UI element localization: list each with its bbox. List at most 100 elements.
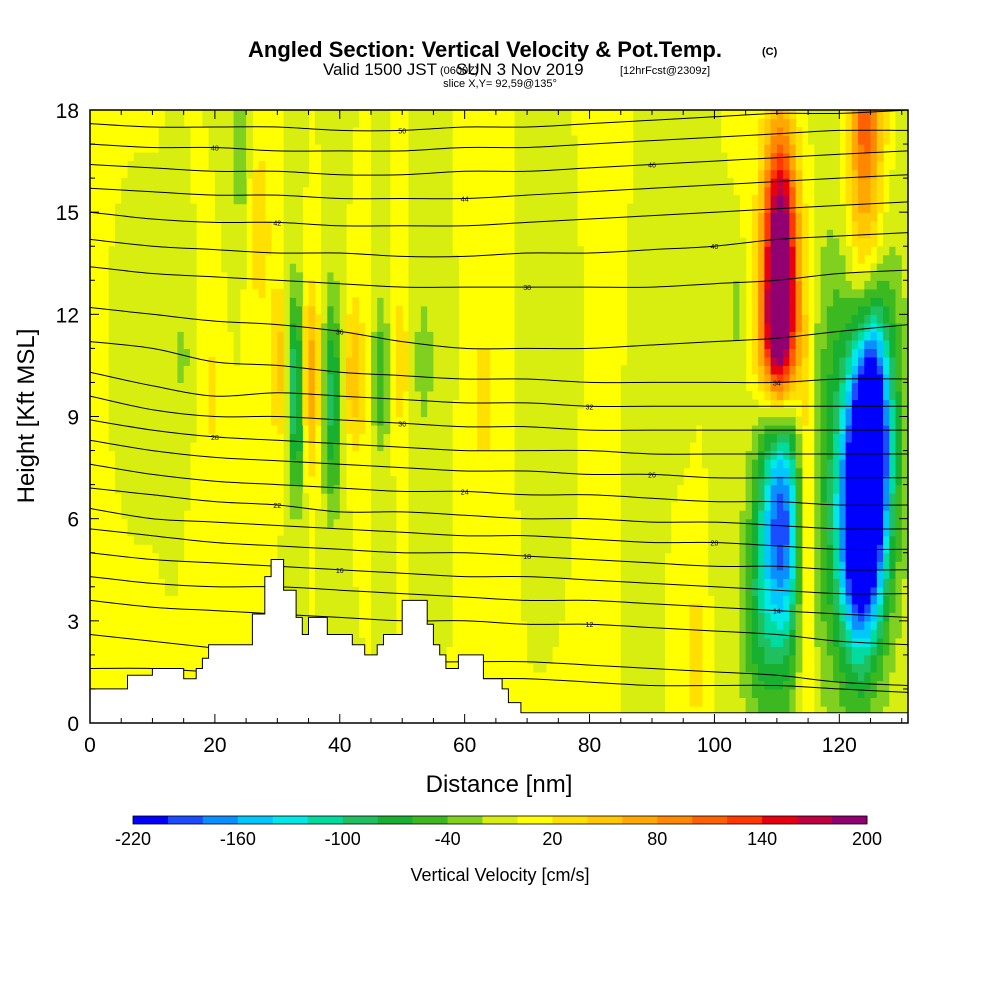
velocity-cell [695,212,703,222]
velocity-cell [133,212,141,222]
velocity-cell [751,450,759,460]
velocity-cell [302,127,310,137]
velocity-cell [127,348,135,358]
velocity-cell [533,373,541,383]
velocity-cell [527,229,534,239]
velocity-cell [739,646,747,656]
velocity-cell [552,476,559,486]
velocity-cell [533,467,541,477]
velocity-cell [533,169,541,179]
velocity-cell [177,229,185,239]
velocity-cell [764,339,772,349]
velocity-cell [152,280,160,290]
velocity-cell [208,118,216,128]
velocity-cell [402,339,409,349]
velocity-cell [570,408,578,418]
velocity-cell [770,399,778,409]
velocity-cell [539,493,547,503]
velocity-cell [277,391,285,401]
velocity-cell [701,442,709,452]
velocity-cell [564,356,572,366]
velocity-cell [514,254,522,264]
velocity-cell [233,220,241,230]
velocity-cell [795,186,803,196]
velocity-cell [533,603,541,613]
velocity-cell [177,110,185,120]
velocity-cell [283,518,291,528]
velocity-cell [339,544,347,554]
velocity-cell [383,578,391,588]
velocity-cell [171,442,178,452]
velocity-cell [708,161,715,171]
velocity-cell [420,254,428,264]
velocity-cell [783,680,790,690]
velocity-cell [152,322,160,332]
velocity-cell [445,442,453,452]
velocity-cell [658,416,665,426]
velocity-cell [689,620,697,630]
velocity-cell [377,501,384,511]
velocity-cell [726,518,734,528]
velocity-cell [327,297,335,307]
velocity-cell [183,297,191,307]
velocity-cell [208,110,216,120]
velocity-cell [776,561,784,571]
velocity-cell [233,305,241,315]
velocity-cell [445,586,453,596]
velocity-cell [633,612,641,622]
velocity-cell [701,169,709,179]
velocity-cell [327,425,335,435]
velocity-cell [789,356,797,366]
velocity-cell [371,501,378,511]
velocity-cell [514,425,522,435]
velocity-cell [739,552,747,562]
velocity-cell [439,493,447,503]
velocity-cell [283,161,291,171]
velocity-cell [658,288,665,298]
velocity-cell [558,322,566,332]
velocity-cell [371,586,378,596]
velocity-cell [121,501,128,511]
velocity-cell [645,459,653,469]
velocity-cell [227,212,235,222]
velocity-cell [639,127,647,137]
velocity-cell [545,493,553,503]
velocity-cell [689,365,697,375]
velocity-cell [814,459,822,469]
velocity-cell [652,212,659,222]
velocity-cell [133,476,141,486]
velocity-cell [783,195,790,205]
velocity-cell [633,484,641,494]
velocity-cell [158,178,166,188]
velocity-cell [164,373,172,383]
velocity-cell [327,527,335,537]
velocity-cell [402,373,409,383]
velocity-cell [383,382,391,392]
velocity-cell [283,510,291,520]
velocity-cell [714,646,722,656]
velocity-cell [396,314,403,324]
velocity-cell [558,373,566,383]
velocity-cell [152,195,160,205]
velocity-cell [452,391,459,401]
velocity-cell [545,237,553,247]
velocity-cell [514,297,522,307]
velocity-cell [708,416,715,426]
velocity-cell [439,476,447,486]
velocity-cell [389,561,397,571]
velocity-cell [377,110,384,120]
velocity-cell [221,220,228,230]
velocity-cell [539,220,547,230]
velocity-cell [689,339,697,349]
velocity-cell [652,442,659,452]
velocity-cell [577,348,584,358]
velocity-cell [701,373,709,383]
velocity-cell [227,220,235,230]
velocity-cell [271,314,278,324]
velocity-cell [645,476,653,486]
velocity-cell [296,425,303,435]
velocity-cell [371,442,378,452]
velocity-cell [627,433,634,443]
velocity-cell [776,476,784,486]
velocity-cell [520,305,528,315]
